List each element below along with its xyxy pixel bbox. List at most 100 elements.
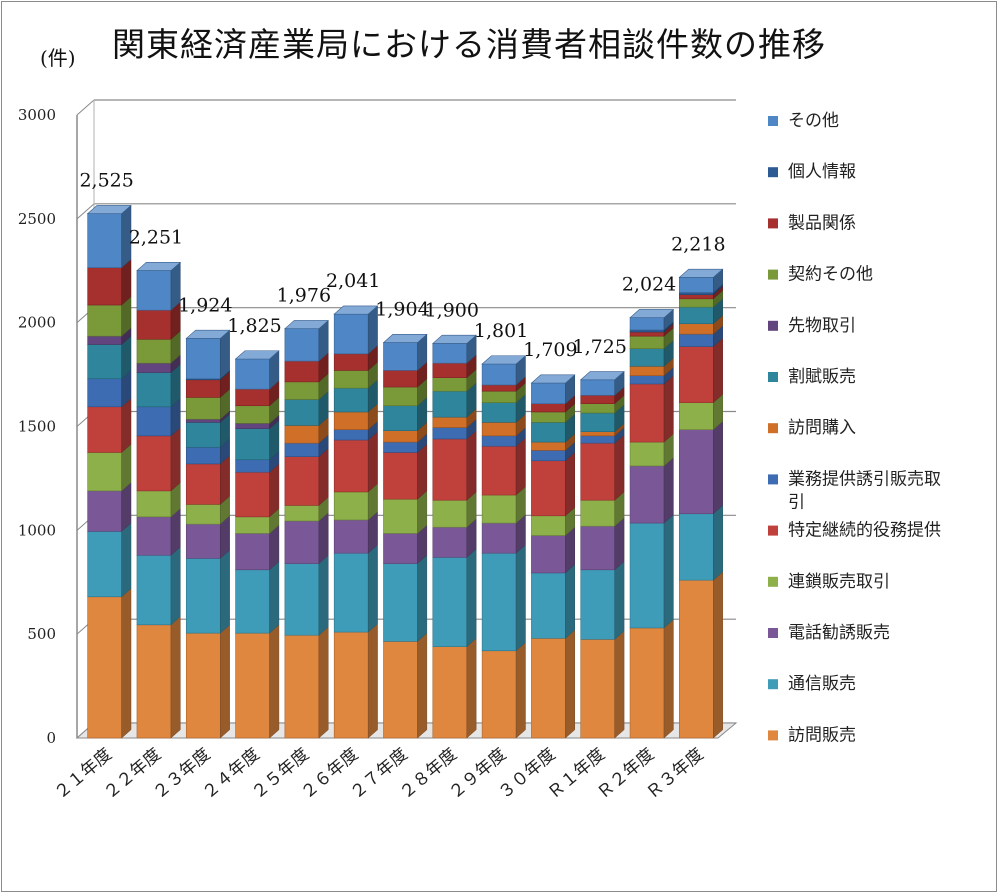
- bar-top: [579, 371, 625, 381]
- bar-segment-side: [170, 427, 181, 492]
- bar-segment: [185, 504, 221, 525]
- bar-segment: [432, 416, 468, 428]
- bar-segment-side: [663, 375, 674, 443]
- legend-swatch: [768, 167, 778, 178]
- bar-total-label: 1,904: [375, 299, 429, 321]
- bar-segment: [235, 459, 270, 473]
- bar-segment: [580, 499, 616, 527]
- bar-segment: [679, 306, 714, 325]
- bar-segment: [136, 270, 172, 311]
- bar-segment: [136, 406, 172, 437]
- bar-segment: [679, 323, 714, 335]
- y-tick-label: 3000: [18, 106, 56, 124]
- bar-segment: [629, 465, 665, 524]
- bar-segment: [629, 329, 665, 333]
- bar-segment: [284, 563, 320, 636]
- bar-segment: [87, 531, 122, 598]
- bar-segment-side: [220, 549, 230, 634]
- bar-segment: [185, 422, 221, 448]
- legend-swatch: [768, 730, 778, 741]
- bar-segment: [679, 292, 714, 295]
- legend-label: 連鎖販売取引: [788, 572, 890, 592]
- bar-segment: [629, 335, 665, 349]
- bar-top: [530, 374, 576, 384]
- legend-label: 訪問販売: [788, 725, 856, 745]
- bar-segment: [136, 554, 172, 626]
- bar-segment: [531, 515, 566, 536]
- bar-segment: [531, 450, 566, 462]
- bar-segment: [580, 569, 616, 640]
- bar-segment: [679, 277, 714, 293]
- legend-swatch: [768, 320, 778, 331]
- bar-total-label: 1,801: [474, 320, 528, 342]
- bar-total-label: 2,218: [671, 233, 725, 255]
- bar-segment: [333, 370, 369, 389]
- bar-segment: [333, 313, 369, 355]
- legend-label: 割賦販売: [788, 367, 856, 387]
- bar-segment: [383, 641, 418, 739]
- bar-segment: [185, 338, 221, 380]
- bar-segment: [580, 412, 616, 432]
- bar-segment: [136, 516, 172, 556]
- bar-segment: [284, 360, 320, 383]
- bar-segment: [284, 328, 320, 362]
- bar-segment: [235, 423, 270, 429]
- bar-segment-side: [121, 522, 132, 598]
- bar-segment: [432, 390, 468, 418]
- bar-segment: [432, 377, 468, 392]
- y-tick-label: 2500: [18, 210, 56, 228]
- bar-segment: [679, 402, 714, 430]
- bar-segment: [235, 632, 270, 739]
- bar-segment-side: [614, 434, 625, 501]
- bar-segment: [432, 646, 468, 739]
- bar-segment: [136, 372, 172, 408]
- bar-segment: [87, 596, 122, 739]
- bar-segment: [136, 624, 172, 739]
- bar-segment: [629, 522, 665, 629]
- bar-segment: [235, 471, 270, 518]
- bar-segment: [235, 388, 270, 407]
- bar-segment: [481, 363, 517, 386]
- bar-segment-side: [663, 514, 674, 629]
- bar-segment: [333, 439, 369, 493]
- bar-segment: [235, 516, 270, 534]
- bar-segment: [185, 397, 221, 420]
- bar-segment: [284, 399, 320, 426]
- bar-segment: [185, 418, 221, 423]
- bar-segment: [629, 383, 665, 443]
- bar-segment: [629, 365, 665, 376]
- y-tick-label: 1500: [18, 418, 56, 436]
- bar-segment: [235, 533, 270, 571]
- legend-swatch: [768, 423, 778, 434]
- bar-segment-side: [220, 624, 230, 739]
- bar-top: [333, 305, 379, 315]
- legend-label: その他: [788, 111, 839, 131]
- bar-total-label: 2,251: [129, 227, 183, 249]
- legend-label: 業務提供誘引販売取: [788, 469, 941, 489]
- bar-segment: [136, 338, 172, 364]
- bar-segment-side: [170, 616, 181, 739]
- bar-segment: [383, 370, 418, 388]
- bar-segment: [383, 342, 418, 371]
- bar-segment: [185, 523, 221, 559]
- bar-segment: [333, 353, 369, 371]
- legend-label: 個人情報: [788, 162, 856, 182]
- legend-label: 特定継続的役務提供: [788, 521, 941, 541]
- bar-top: [86, 205, 132, 214]
- bar-segment: [580, 379, 616, 396]
- bar-segment: [383, 430, 418, 443]
- bar-segment: [383, 405, 418, 431]
- bar-segment: [284, 520, 320, 564]
- bar-segment: [284, 381, 320, 400]
- bar-segment-side: [515, 544, 526, 652]
- bar-segment: [333, 429, 369, 441]
- bar-segment: [87, 335, 122, 345]
- bar-total-label: 2,024: [622, 274, 676, 296]
- legend-label: 訪問購入: [788, 418, 856, 438]
- bar-segment-side: [367, 623, 378, 739]
- bar-segment-side: [614, 630, 625, 739]
- bar-total-label: 1,924: [178, 294, 232, 316]
- bar-segment: [333, 491, 369, 521]
- y-tick-label: 500: [27, 625, 56, 643]
